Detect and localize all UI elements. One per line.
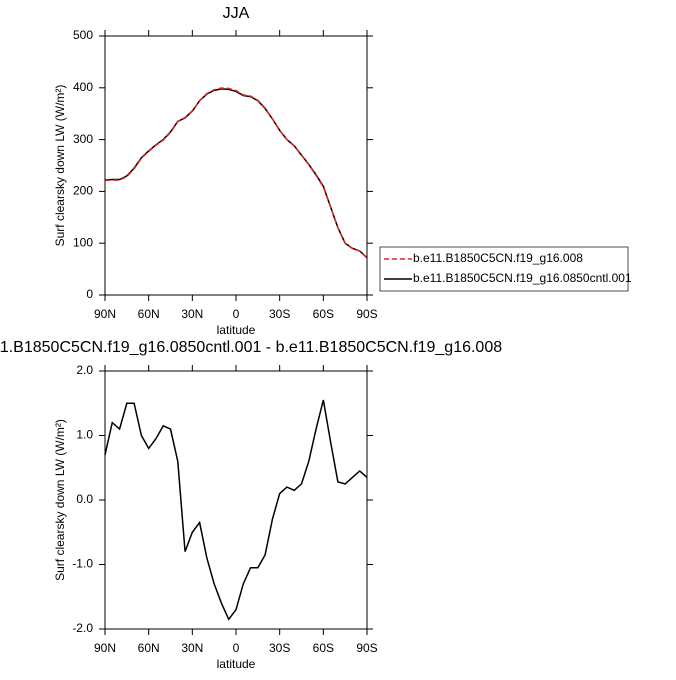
x-tick-label: 30N (181, 307, 203, 321)
y-tick-label: 200 (73, 184, 93, 198)
legend-label: b.e11.B1850C5CN.f19_g16.008 (413, 251, 583, 265)
y-tick-label: -2.0 (72, 621, 93, 635)
x-tick-label: 60S (313, 307, 334, 321)
y-tick-label: 300 (73, 132, 93, 146)
line-series (104, 399, 368, 621)
x-tick-label: 30S (269, 641, 290, 655)
y-tick-label: 400 (73, 80, 93, 94)
x-tick-label: 90S (356, 307, 377, 321)
x-tick-label: 30S (269, 307, 290, 321)
x-tick-label: 90S (356, 641, 377, 655)
plot-frame (104, 370, 368, 630)
y-tick-label: 500 (73, 28, 93, 42)
x-tick-label: 90N (94, 307, 116, 321)
chart-title: JJA (223, 5, 250, 22)
y-axis-label: Surf clearsky down LW (W/m²) (53, 85, 67, 247)
y-tick-label: 0 (86, 287, 93, 301)
x-tick-label: 90N (94, 641, 116, 655)
line-series (104, 88, 368, 259)
x-tick-label: 60N (138, 307, 160, 321)
x-tick-label: 30N (181, 641, 203, 655)
legend-label: b.e11.B1850C5CN.f19_g16.0850cntl.001 (413, 271, 632, 285)
y-tick-label: 2.0 (76, 363, 93, 377)
x-tick-label: 60S (313, 641, 334, 655)
x-axis-label: latitude (217, 657, 256, 671)
x-tick-label: 0 (233, 307, 240, 321)
line-series (104, 87, 368, 259)
y-tick-label: 0.0 (76, 492, 93, 506)
y-tick-label: 1.0 (76, 428, 93, 442)
x-tick-label: 0 (233, 641, 240, 655)
chart-title: b.e11.B1850C5CN.f19_g16.0850cntl.001 - b… (0, 339, 502, 356)
y-axis-label: Surf clearsky down LW (W/m²) (53, 419, 67, 581)
y-tick-label: 100 (73, 235, 93, 249)
y-tick-label: -1.0 (72, 557, 93, 571)
x-tick-label: 60N (138, 641, 160, 655)
plot-frame (104, 35, 368, 296)
legend-box (379, 246, 629, 292)
x-axis-label: latitude (217, 323, 256, 337)
